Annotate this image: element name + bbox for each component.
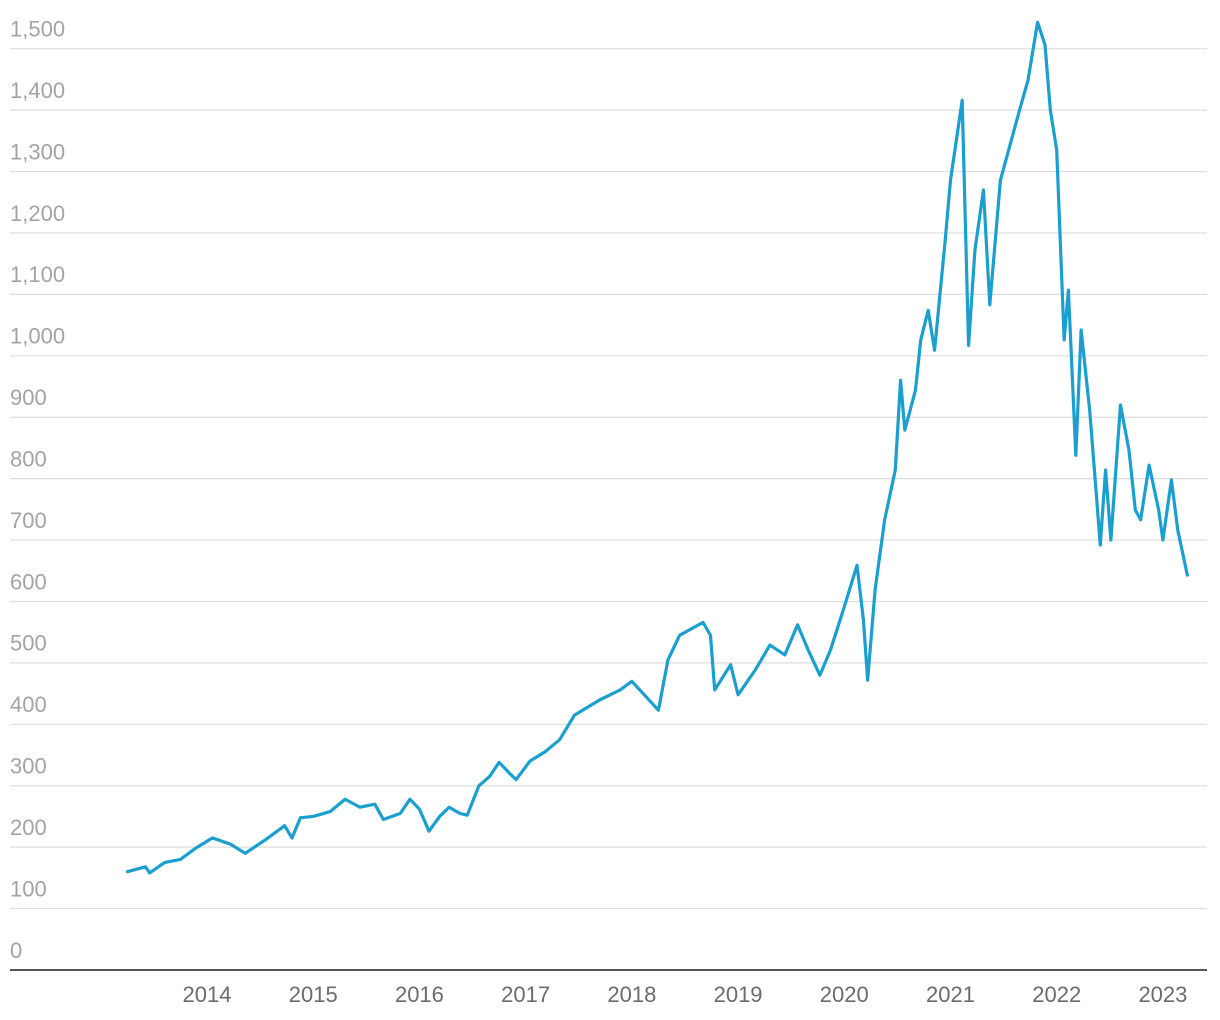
x-tick-label: 2021 [926,982,975,1007]
line-series [125,20,1189,875]
y-tick-label: 100 [10,876,47,901]
y-tick-label: 1,300 [10,139,65,164]
y-tick-label: 1,000 [10,324,65,349]
x-tick-label: 2014 [183,982,232,1007]
y-tick-label: 1,100 [10,262,65,287]
x-tick-label: 2022 [1032,982,1081,1007]
x-tick-label: 2015 [289,982,338,1007]
y-tick-label: 0 [10,938,22,963]
y-tick-label: 1,200 [10,201,65,226]
x-tick-label: 2020 [820,982,869,1007]
x-tick-label: 2016 [395,982,444,1007]
x-tick-label: 2018 [607,982,656,1007]
y-tick-label: 600 [10,569,47,594]
x-tick-label: 2019 [714,982,763,1007]
y-tick-label: 200 [10,815,47,840]
x-tick-label: 2017 [501,982,550,1007]
y-tick-label: 500 [10,631,47,656]
x-tick-label: 2023 [1138,982,1187,1007]
y-tick-label: 400 [10,692,47,717]
y-tick-label: 1,400 [10,78,65,103]
y-tick-label: 900 [10,385,47,410]
y-tick-label: 800 [10,446,47,471]
y-tick-label: 300 [10,754,47,779]
y-tick-label: 700 [10,508,47,533]
y-tick-label: 1,500 [10,17,65,42]
